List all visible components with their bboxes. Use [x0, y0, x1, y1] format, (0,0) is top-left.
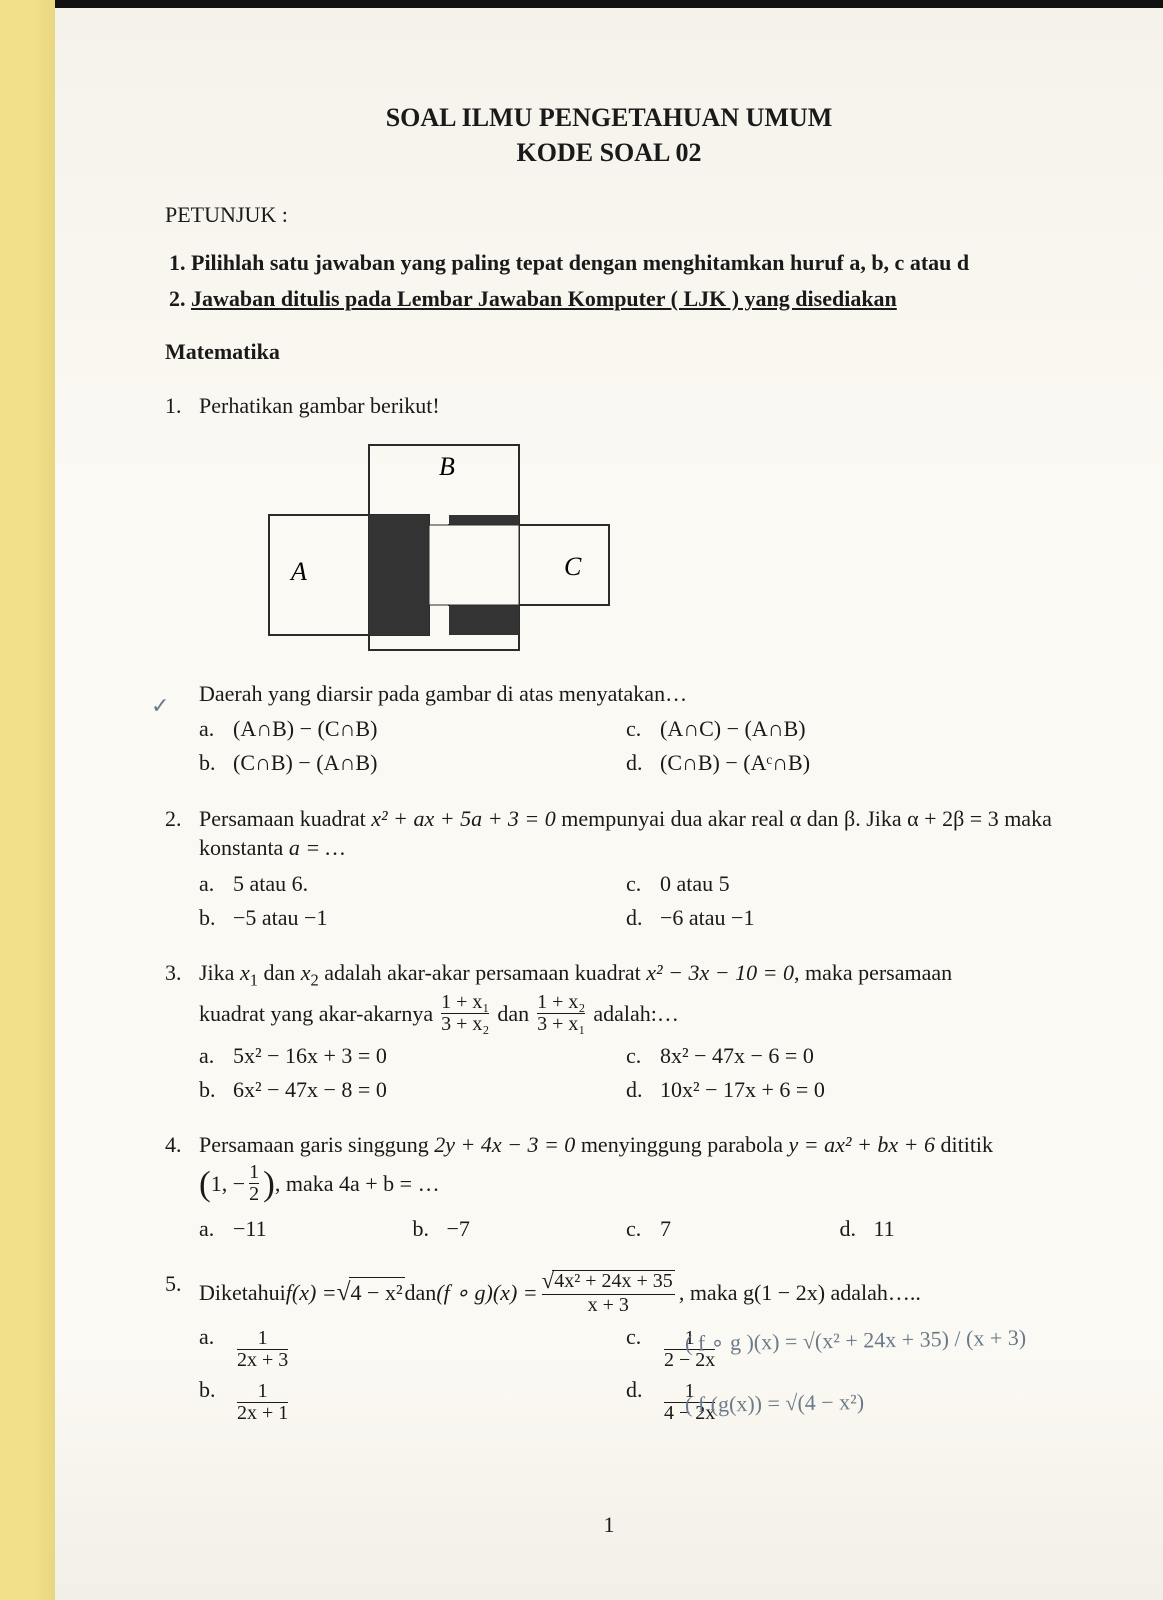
option-text: 10x² − 17x + 6 = 0 — [660, 1075, 825, 1105]
svg-text:C: C — [564, 552, 582, 581]
option-text: 11 — [874, 1214, 895, 1244]
instruction-item: Pilihlah satu jawaban yang paling tepat … — [191, 248, 1053, 278]
option-text: (C∩B) − (Aᶜ∩B) — [660, 748, 810, 778]
page-content: SOAL ILMU PENGETAHUAN UMUM KODE SOAL 02 … — [55, 0, 1163, 1600]
option-fraction: 14 − 2x — [664, 1381, 715, 1424]
venn-diagram: B A C — [259, 435, 639, 665]
question-number: 5. — [165, 1269, 199, 1427]
question-3: 3. Jika x1 dan x2 adalah akar-akar persa… — [165, 958, 1053, 1108]
question-text-line2: kuadrat yang akar-akarnya 1 + x₁3 + x₂ d… — [199, 992, 1053, 1035]
option-text: 8x² − 47x − 6 = 0 — [660, 1041, 814, 1071]
question-2: 2. Persamaan kuadrat x² + ax + 5a + 3 = … — [165, 804, 1053, 937]
question-text-line2: ( 1, − 12 ) , maka 4a + b = … — [199, 1160, 1053, 1208]
option-fraction: 12 − 2x — [664, 1328, 715, 1371]
question-post-text: Daerah yang diarsir pada gambar di atas … — [199, 679, 1053, 709]
question-text: Jika x1 dan x2 adalah akar-akar persamaa… — [199, 958, 1053, 992]
page-number: 1 — [55, 1510, 1163, 1540]
document-title: SOAL ILMU PENGETAHUAN UMUM — [165, 100, 1053, 135]
option-text: −6 atau −1 — [660, 903, 754, 933]
question-number: 3. — [165, 958, 199, 1108]
option-text: 0 atau 5 — [660, 869, 730, 899]
question-number: 1. — [165, 391, 199, 782]
option-fraction: 12x + 1 — [237, 1381, 288, 1424]
option-text: 5 atau 6. — [233, 869, 308, 899]
svg-text:B: B — [439, 452, 455, 481]
document-subtitle: KODE SOAL 02 — [165, 135, 1053, 170]
handwritten-mark: ✓ — [151, 691, 169, 721]
option-text: (A∩B) − (C∩B) — [233, 714, 377, 744]
option-text: −7 — [447, 1214, 470, 1244]
scanned-page-wrapper: SOAL ILMU PENGETAHUAN UMUM KODE SOAL 02 … — [0, 0, 1163, 1600]
instructions-list: Pilihlah satu jawaban yang paling tepat … — [165, 248, 1053, 313]
binding-spine — [0, 0, 55, 1600]
option-text: −5 atau −1 — [233, 903, 327, 933]
option-text: 7 — [660, 1214, 671, 1244]
option-text: −11 — [233, 1214, 267, 1244]
question-1: 1. Perhatikan gambar berikut! — [165, 391, 1053, 782]
subject-heading: Matematika — [165, 337, 1053, 367]
question-text: Persamaan garis singgung 2y + 4x − 3 = 0… — [199, 1130, 1053, 1160]
question-number: 2. — [165, 804, 199, 937]
question-4: 4. Persamaan garis singgung 2y + 4x − 3 … — [165, 1130, 1053, 1247]
instruction-item: Jawaban ditulis pada Lembar Jawaban Komp… — [191, 284, 1053, 314]
option-text: 6x² − 47x − 8 = 0 — [233, 1075, 387, 1105]
svg-text:A: A — [289, 557, 307, 586]
question-text: Diketahui f(x) = 4 − x² dan (f ∘ g)(x) =… — [199, 1269, 1053, 1315]
option-text: (C∩B) − (A∩B) — [233, 748, 377, 778]
option-fraction: 12x + 3 — [237, 1328, 288, 1371]
question-5: 5. Diketahui f(x) = 4 − x² dan (f ∘ g)(x… — [165, 1269, 1053, 1427]
instructions-heading: PETUNJUK : — [165, 200, 1053, 230]
question-number: 4. — [165, 1130, 199, 1247]
question-text: Persamaan kuadrat x² + ax + 5a + 3 = 0 m… — [199, 804, 1053, 863]
option-text: 5x² − 16x + 3 = 0 — [233, 1041, 387, 1071]
option-text: (A∩C) − (A∩B) — [660, 714, 806, 744]
question-prompt: Perhatikan gambar berikut! — [199, 391, 1053, 421]
